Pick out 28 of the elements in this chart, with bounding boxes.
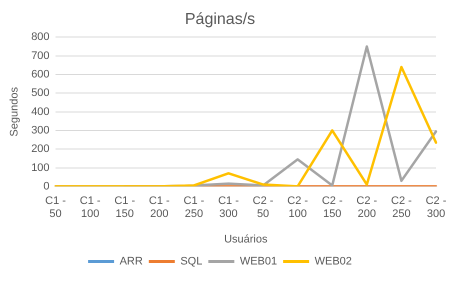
x-tick-label: C2 - 100 — [287, 195, 308, 220]
legend-label: ARR — [120, 256, 143, 268]
y-tick-label: 800 — [31, 31, 50, 44]
y-tick-label: 700 — [31, 50, 50, 62]
x-tick-label: C1 - 300 — [218, 195, 240, 220]
x-tick-label: C1 - 50 — [45, 195, 66, 220]
y-tick-label: 100 — [31, 162, 50, 174]
x-tick-label: C1 - 200 — [148, 195, 170, 220]
legend-label: WEB01 — [240, 256, 278, 268]
y-tick-label: 200 — [31, 143, 50, 156]
y-tick-label: 500 — [31, 87, 50, 100]
x-tick-label: C1 - 150 — [114, 195, 136, 220]
legend-label: SQL — [180, 256, 202, 268]
y-tick-label: 400 — [31, 106, 50, 118]
x-tick-label: C2 - 150 — [322, 195, 343, 220]
x-tick-label: C1 - 100 — [80, 195, 101, 220]
x-tick-label: C2 - 250 — [391, 195, 412, 220]
y-tick-label: 600 — [31, 68, 50, 81]
x-tick-label: C2 - 300 — [426, 195, 447, 220]
y-tick-label: 300 — [31, 124, 50, 136]
x-tick-label: C2 - 200 — [356, 195, 378, 220]
legend-label: WEB02 — [314, 256, 352, 268]
chart-title: Páginas/s — [184, 11, 256, 28]
y-tick-label: 0 — [43, 180, 50, 192]
x-tick-label: C1 - 250 — [184, 195, 205, 220]
x-axis-title: Usuários — [224, 233, 268, 246]
x-tick-label: C2 - 50 — [252, 195, 274, 220]
y-axis-title: Segundos — [8, 86, 21, 137]
